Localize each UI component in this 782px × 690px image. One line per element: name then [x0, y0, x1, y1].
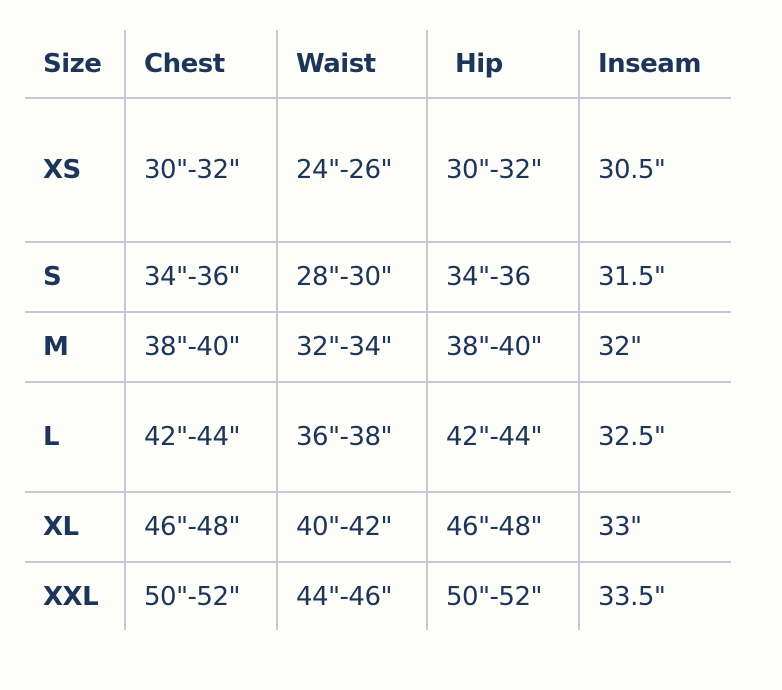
table-row: L 42"-44" 36"-38" 42"-44" 32.5"	[25, 382, 731, 493]
cell-hip: 30"-32"	[427, 98, 580, 243]
header-inseam: Inseam	[579, 30, 731, 99]
cell-waist: 28"-30"	[277, 242, 428, 313]
cell-hip: 50"-52"	[427, 562, 580, 630]
cell-hip: 34"-36	[427, 242, 580, 313]
cell-chest: 34"-36"	[125, 242, 278, 313]
cell-inseam: 31.5"	[579, 242, 731, 313]
cell-waist: 36"-38"	[277, 382, 428, 493]
cell-inseam: 32.5"	[579, 382, 731, 493]
cell-inseam: 32"	[579, 312, 731, 383]
header-waist: Waist	[277, 30, 428, 99]
cell-chest: 50"-52"	[125, 562, 278, 630]
cell-chest: 42"-44"	[125, 382, 278, 493]
cell-size: S	[25, 242, 126, 313]
cell-size: XL	[25, 492, 126, 563]
cell-size: M	[25, 312, 126, 383]
cell-waist: 32"-34"	[277, 312, 428, 383]
header-hip: Hip	[427, 30, 580, 99]
cell-waist: 24"-26"	[277, 98, 428, 243]
cell-inseam: 33.5"	[598, 581, 666, 612]
cell-chest: 30"-32"	[125, 98, 278, 243]
header-chest: Chest	[125, 30, 278, 99]
header-row: Size Chest Waist Hip Inseam	[25, 30, 731, 99]
cell-hip: 46"-48"	[427, 492, 580, 563]
cell-size: XS	[25, 98, 126, 243]
cell-chest: 38"-40"	[125, 312, 278, 383]
header-size: Size	[25, 30, 126, 99]
table-row: XL 46"-48" 40"-42" 46"-48" 33"	[25, 492, 731, 563]
table-row: XXL 50"-52" 44"-46" 50"-52" 33.5"	[25, 562, 731, 630]
table-row: XS 30"-32" 24"-26" 30"-32" 30.5"	[25, 98, 731, 243]
table-row: S 34"-36" 28"-30" 34"-36 31.5"	[25, 242, 731, 313]
cell-waist: 40"-42"	[277, 492, 428, 563]
size-chart-table: Size Chest Waist Hip Inseam XS 30"-32" 24"…	[25, 30, 731, 630]
cell-size: L	[25, 382, 126, 493]
cell-hip: 42"-44"	[427, 382, 580, 493]
cell-waist: 44"-46"	[277, 562, 428, 630]
cell-inseam: 30.5"	[579, 98, 731, 243]
cell-chest: 46"-48"	[125, 492, 278, 563]
cell-size: XXL	[25, 562, 126, 630]
cell-hip: 38"-40"	[427, 312, 580, 383]
table-row: M 38"-40" 32"-34" 38"-40" 32"	[25, 312, 731, 383]
cell-inseam: 33"	[579, 492, 731, 563]
